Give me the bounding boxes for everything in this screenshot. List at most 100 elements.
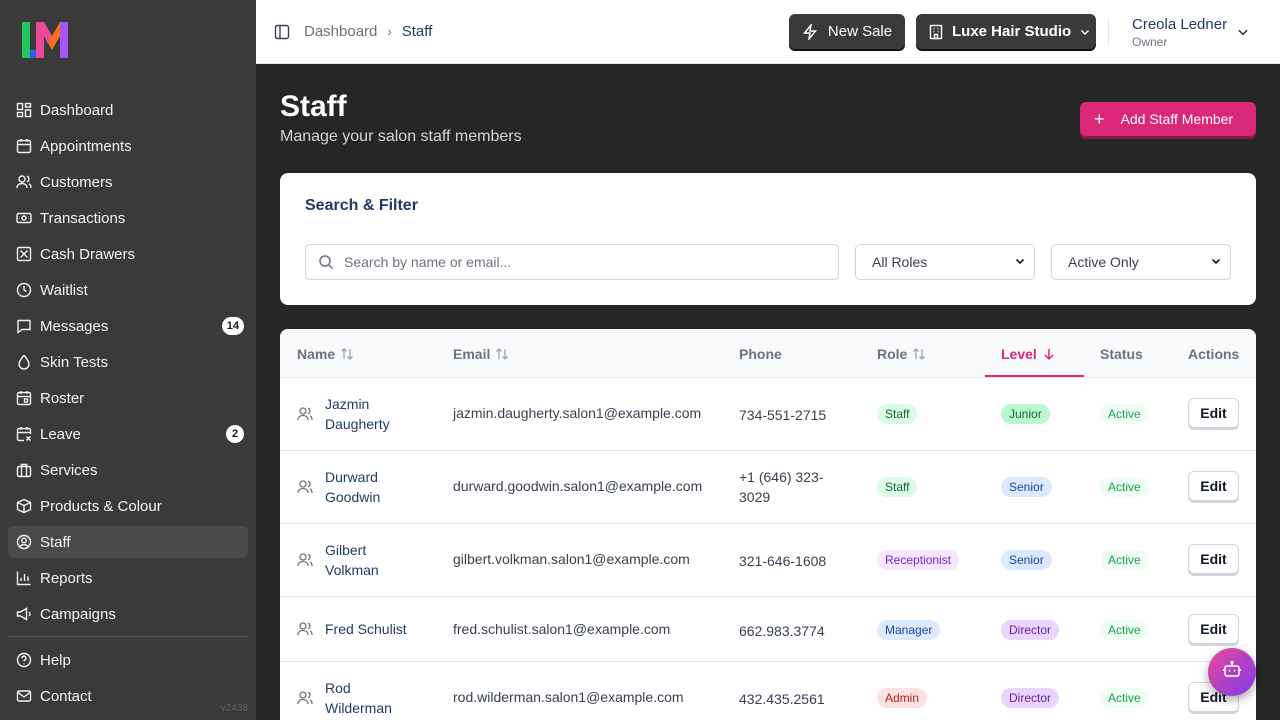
page-title: Staff [280, 90, 347, 123]
edit-button[interactable]: Edit [1188, 398, 1239, 428]
breadcrumb: Dashboard › Staff [304, 23, 432, 40]
studio-label: Luxe Hair Studio [952, 23, 1072, 40]
column-header-name[interactable]: Name [297, 346, 354, 362]
column-header-status: Status [1100, 346, 1143, 362]
phone-line: 734-551-2715 [739, 407, 827, 423]
sort-icon [495, 347, 509, 361]
sidebar-item-contact[interactable]: Contact [8, 680, 248, 712]
sidebar-toggle-icon[interactable] [274, 24, 290, 40]
studio-selector[interactable]: Luxe Hair Studio [916, 14, 1096, 49]
phone-cell: 321-646-1608 [739, 551, 826, 571]
building-icon [928, 24, 944, 40]
sort-icon [340, 347, 354, 361]
messages-count-badge: 14 [221, 317, 244, 335]
role-badge: Manager [877, 620, 941, 640]
search-icon [318, 254, 334, 270]
edit-button[interactable]: Edit [1188, 471, 1239, 501]
email-cell: gilbert.volkman.salon1@example.com [453, 551, 690, 567]
sidebar-item-appointments[interactable]: Appointments [8, 130, 248, 162]
sidebar: Dashboard Appointments Customers Transac… [0, 0, 256, 720]
users-icon [297, 479, 313, 495]
top-bar: Dashboard › Staff New Sale Luxe Hair Stu… [256, 0, 1280, 64]
phone-cell: 432.435.2561 [739, 689, 825, 709]
sidebar-item-cash-drawers[interactable]: Cash Drawers [8, 238, 248, 270]
email-cell: fred.schulist.salon1@example.com [453, 621, 671, 637]
cash-drawer-icon [16, 246, 32, 262]
sidebar-item-messages[interactable]: Messages 14 [8, 310, 248, 342]
role-select-value: All Roles [872, 254, 928, 270]
edit-button[interactable]: Edit [1188, 544, 1239, 574]
droplet-icon [16, 354, 32, 370]
staff-name: Durward Goodwin [325, 467, 380, 507]
staff-name-line: Durward [325, 469, 378, 485]
column-header-actions: Actions [1188, 346, 1239, 362]
role-select[interactable]: All Roles [855, 244, 1035, 280]
calendar-icon [16, 138, 32, 154]
app-logo[interactable] [22, 22, 76, 58]
breadcrumb-dashboard[interactable]: Dashboard [304, 23, 378, 40]
sidebar-item-label: Leave [40, 425, 81, 443]
phone-line: 432.435.2561 [739, 691, 825, 707]
sidebar-item-campaigns[interactable]: Campaigns [8, 598, 248, 630]
edit-button[interactable]: Edit [1188, 614, 1239, 644]
chevron-down-icon [1079, 26, 1091, 38]
table-header: Name Email Phone Role Level Status Actio… [280, 329, 1256, 378]
sidebar-item-waitlist[interactable]: Waitlist [8, 274, 248, 306]
page-subtitle: Manage your salon staff members [280, 128, 522, 145]
staff-name-cell[interactable]: Jazmin Daugherty [297, 394, 390, 434]
level-badge: Director [1001, 620, 1060, 640]
role-badge: Staff [877, 404, 918, 424]
sidebar-item-services[interactable]: Services [8, 454, 248, 486]
sidebar-item-skin-tests[interactable]: Skin Tests [8, 346, 248, 378]
phone-line: 321-646-1608 [739, 553, 827, 569]
sidebar-item-dashboard[interactable]: Dashboard [8, 94, 248, 126]
users-icon [297, 621, 313, 637]
user-menu-chevron-icon[interactable] [1236, 25, 1250, 39]
column-label: Name [297, 346, 336, 362]
app-version: v2438 [220, 703, 248, 714]
staff-table: Name Email Phone Role Level Status Actio… [280, 329, 1256, 720]
users-icon [297, 690, 313, 706]
search-input[interactable] [344, 254, 824, 270]
staff-name-line: Gilbert [325, 542, 367, 558]
column-header-role[interactable]: Role [877, 346, 926, 362]
status-badge: Active [1100, 477, 1149, 497]
sidebar-item-reports[interactable]: Reports [8, 562, 248, 594]
add-staff-member-button[interactable]: + Add Staff Member [1080, 102, 1256, 136]
sidebar-item-transactions[interactable]: Transactions [8, 202, 248, 234]
phone-line: 3029 [739, 489, 771, 505]
staff-name-line: Goodwin [325, 489, 381, 505]
lightning-icon [802, 23, 818, 40]
staff-name: Fred Schulist [325, 619, 407, 639]
new-sale-button[interactable]: New Sale [789, 14, 905, 49]
user-name[interactable]: Creola Ledner [1132, 16, 1228, 33]
table-row: Gilbert Volkman gilbert.volkman.salon1@ex… [280, 524, 1256, 597]
sorted-column-indicator [985, 375, 1084, 377]
staff-name-cell[interactable]: Durward Goodwin [297, 467, 380, 507]
staff-name-cell[interactable]: Fred Schulist [297, 619, 407, 639]
column-header-email[interactable]: Email [453, 346, 509, 362]
status-badge: Active [1100, 550, 1149, 570]
staff-name-cell[interactable]: Gilbert Volkman [297, 540, 379, 580]
banknote-icon [16, 210, 32, 226]
sidebar-item-customers[interactable]: Customers [8, 166, 248, 198]
email-cell: rod.wilderman.salon1@example.com [453, 689, 684, 705]
level-badge: Junior [1001, 404, 1050, 424]
staff-name-cell[interactable]: Rod Wilderman [297, 678, 392, 718]
sidebar-item-roster[interactable]: Roster [8, 382, 248, 414]
plus-icon: + [1094, 109, 1105, 129]
sidebar-nav: Dashboard Appointments Customers Transac… [8, 94, 248, 634]
status-select[interactable]: Active Only [1051, 244, 1231, 280]
users-icon [297, 406, 313, 422]
sidebar-item-products-colour[interactable]: Products & Colour [8, 490, 248, 522]
sort-icon [912, 347, 926, 361]
staff-name: Gilbert Volkman [325, 540, 379, 580]
assistant-button[interactable] [1208, 648, 1256, 696]
sidebar-item-staff[interactable]: Staff [8, 526, 248, 558]
column-header-level[interactable]: Level [1001, 346, 1056, 362]
search-field[interactable] [305, 244, 839, 280]
sidebar-item-leave[interactable]: Leave 2 [8, 418, 248, 450]
bar-chart-icon [16, 570, 32, 586]
chevron-down-icon [1210, 254, 1222, 270]
sidebar-item-help[interactable]: Help [8, 644, 248, 676]
